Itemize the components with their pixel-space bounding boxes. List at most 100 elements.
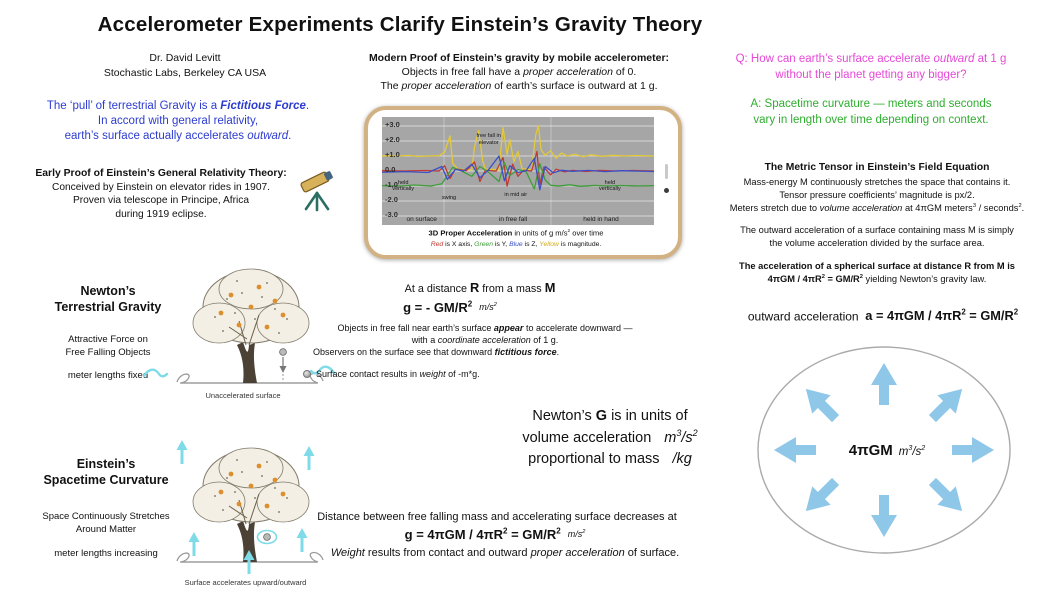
observers-line-c: . [556, 347, 560, 357]
question-line-1: Q: How can earth’s surface accelerate ou… [712, 52, 1030, 68]
intro-line-3-period: . [288, 130, 292, 143]
legend-yellow: Yellow [539, 241, 559, 248]
modern-proof-block: Modern Proof of Einstein’s gravity by mo… [363, 52, 675, 94]
ng-line-1a: Newton’s [532, 408, 596, 424]
modern-proof-line-1: Objects in free fall have a proper accel… [363, 66, 675, 80]
chart-caption-end: over time [570, 228, 604, 238]
camera-dot-icon [664, 188, 669, 193]
newton-gravity-formula: g = - GM/R2 m/s2 [330, 299, 570, 317]
ng-line-3: proportional to mass/kg [495, 449, 725, 470]
volume-acceleration-phrase: volume acceleration [819, 203, 903, 214]
observers-line: Observers on the surface see that downwa… [313, 347, 559, 357]
symbol-G: G [595, 408, 608, 424]
einstein-subtext-1: Space Continuously Stretches Around Matt… [18, 511, 194, 537]
outward-formula: a = 4πGM / 4πR2 = GM/R2 [865, 308, 1018, 323]
modern-line-2c: of earth’s surface is outward at 1 g. [491, 79, 658, 92]
surface-contact-c: of -m*g. [445, 369, 480, 379]
annotation-held-left: held vertically [392, 179, 415, 193]
modern-line-1a: Objects in free fall have a [401, 65, 524, 78]
proper-acceleration-phrase-3: proper acceleration [530, 547, 625, 559]
answer-line-1: A: Spacetime curvature — meters and seco… [750, 98, 992, 110]
author-name: Dr. David Levitt [149, 52, 221, 64]
units-m-per-s2: m/s2 [479, 302, 497, 312]
bottom-line-1: Distance between free falling mass and a… [317, 511, 677, 523]
early-proof-heading: Early Proof of Einstein’s General Relati… [35, 168, 287, 179]
metric-line-3: Meters stretch due to volume acceleratio… [710, 202, 1044, 215]
y-tick: -2.0 [385, 195, 398, 204]
sup-2: 2 [921, 444, 926, 453]
ng-line-2a: volume acceleration [522, 429, 652, 446]
metric-formula-a-text: 4πGM / 4πR [767, 273, 822, 284]
sup-2: 2 [582, 529, 586, 535]
ng-line-1: Newton’s G is in units of [495, 406, 725, 427]
outward-acceleration-line: outward acceleration a = 4πGM / 4πR 2 = G… [722, 308, 1044, 323]
free-fall-line-1c: to accelerate downward — [523, 323, 633, 333]
metric-line-3e: . [1021, 203, 1025, 214]
legend-red: Red [430, 241, 444, 248]
outward-block-arrow-down-icon [871, 495, 897, 537]
spacetime-sphere-diagram [757, 346, 1011, 554]
distance-line-a: At a distance [404, 283, 471, 295]
annotation-free-fall: free fall in elevator [476, 133, 501, 146]
ng-line-1c: is in units of [607, 408, 688, 424]
outward-label: outward acceleration [747, 309, 859, 324]
y-tick: +3.0 [385, 120, 400, 129]
outward-formula-a: a = 4πGM / 4πR [865, 308, 962, 324]
legend-green: Green [474, 241, 494, 248]
proper-acceleration-phrase-1: proper acceleration [523, 65, 613, 78]
chart-caption-mid: in units of g m/s [512, 228, 568, 238]
weight-word: weight [419, 369, 446, 379]
sup-2: 2 [493, 302, 497, 308]
sup-2: 2 [567, 228, 571, 233]
metric-line-2: Tensor pressure coefficients’ magnitude … [779, 189, 975, 200]
chart-caption: 3D Proper Acceleration in units of g m/s… [368, 228, 664, 238]
bottom-line-2b: results from contact and outward [364, 547, 531, 559]
einstein-heading-1: Einstein’s [76, 457, 136, 471]
bottom-formula-a: g = 4πGM / 4πR [404, 527, 503, 542]
cyan-up-arrow-icon [303, 446, 315, 472]
early-proof-block: Early Proof of Einstein’s General Relati… [25, 167, 297, 222]
fictitious-force-phrase-2: fictitious force [494, 347, 557, 357]
ng-units-kg: /kg [672, 450, 692, 467]
distance-line: At a distance R from a mass M [350, 280, 610, 295]
symbol-R: R [470, 280, 480, 295]
sup-3: 3 [676, 428, 682, 439]
newton-heading: Newton’s Terrestrial Gravity [22, 283, 194, 316]
free-fall-line-1a: Objects in free fall near earth’s surfac… [337, 323, 494, 333]
chart-caption-bold: 3D Proper Acceleration [428, 228, 513, 238]
accelerometer-chart: +3.0 +2.0 +1.0 0.0 -1.0 -2.0 -3.0 free f… [382, 117, 654, 225]
ng-units-volume: m3/s2 [664, 428, 698, 446]
fictitious-force-intro: The ‘pull’ of terrestrial Gravity is a F… [32, 99, 324, 145]
sup-2: 2 [821, 273, 825, 280]
metric-tensor-heading: The Metric Tensor in Einstein’s Field Eq… [764, 162, 990, 173]
modern-line-1c: of 0. [612, 65, 637, 78]
sup-2: 2 [502, 526, 508, 536]
outward-formula-b: = GM/R [965, 308, 1014, 324]
observers-line-a: Observers on the surface see that downwa… [313, 347, 495, 357]
intro-line-3: earth’s surface actually accelerates out… [32, 129, 324, 144]
bottom-units: m/s2 [568, 529, 586, 539]
intro-line-1-period: . [305, 100, 310, 112]
fictitious-force-phrase: Fictitious Force [220, 100, 306, 112]
author-affiliation: Stochastic Labs, Berkeley CA USA [103, 66, 267, 79]
early-proof-line-1: Conceived by Einstein on elevator rides … [51, 181, 271, 193]
sup-2: 2 [556, 526, 561, 536]
smartphone-illustration: +3.0 +2.0 +1.0 0.0 -1.0 -2.0 -3.0 free f… [364, 106, 682, 259]
answer-block: A: Spacetime curvature — meters and seco… [712, 97, 1030, 128]
coordinate-acceleration-lines: Objects in free fall near earth’s surfac… [318, 322, 652, 347]
telescope-icon [300, 171, 333, 212]
metric-line-7-tail: yielding Newton’s gravity law. [862, 273, 987, 284]
modern-proof-line-2: The proper acceleration of earth’s surfa… [363, 80, 675, 94]
g-formula-text: g = - GM/R [403, 300, 468, 315]
g-formula: g = - GM/R2 [403, 300, 472, 315]
legend-seg-1: is X axis, [443, 241, 475, 248]
bottom-formula-main: g = 4πGM / 4πR2 = GM/R2 [405, 527, 561, 542]
answer-line-2: vary in length over time depending on co… [753, 113, 989, 126]
floating-apple-icon [263, 533, 271, 541]
four-pi-gm-label: 4πGM [848, 442, 893, 459]
sup-2: 2 [1013, 308, 1019, 317]
page-title: Accelerometer Experiments Clarify Einste… [97, 13, 703, 36]
sup-2: 2 [692, 428, 698, 439]
y-tick: 0.0 [385, 165, 396, 174]
modern-line-2a: The [380, 79, 402, 92]
